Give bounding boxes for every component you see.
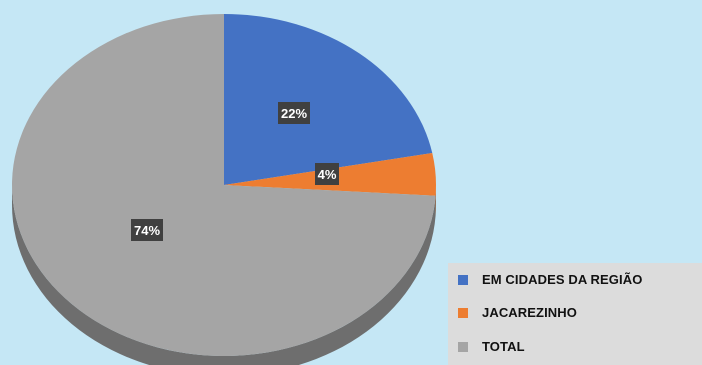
data-label-em-cidades-da-regiao: 22%: [278, 102, 310, 124]
pie-sides: [12, 185, 436, 365]
legend-label-em-cidades-da-regiao: EM CIDADES DA REGIÃO: [482, 272, 643, 287]
data-label-total: 74%: [131, 219, 163, 241]
pie-data-labels: 22% 4% 74%: [131, 102, 339, 241]
legend-item-jacarezinho: JACAREZINHO: [458, 305, 577, 320]
legend: EM CIDADES DA REGIÃO JACAREZINHO TOTAL: [448, 263, 702, 365]
legend-swatch-jacarezinho: [458, 307, 468, 318]
data-label-box-total: [131, 219, 163, 241]
legend-item-total: TOTAL: [458, 339, 525, 354]
legend-swatch-total: [458, 341, 468, 352]
data-label-box-em-cidades-da-regiao: [278, 102, 310, 124]
data-label-box-jacarezinho: [315, 163, 339, 185]
data-label-text-em-cidades-da-regiao: 22%: [281, 106, 307, 121]
data-label-jacarezinho: 4%: [315, 163, 339, 185]
legend-item-em-cidades-da-regiao: EM CIDADES DA REGIÃO: [458, 272, 642, 287]
data-label-text-total: 74%: [134, 223, 160, 238]
legend-label-total: TOTAL: [482, 339, 525, 354]
pie-slices: [11, 14, 436, 356]
pie-slice-em-cidades-da-regiao: [224, 14, 433, 185]
pie-slice-total: [11, 14, 436, 356]
data-label-text-jacarezinho: 4%: [318, 167, 337, 182]
legend-swatch-em-cidades-da-regiao: [458, 274, 468, 285]
legend-label-jacarezinho: JACAREZINHO: [482, 305, 577, 320]
